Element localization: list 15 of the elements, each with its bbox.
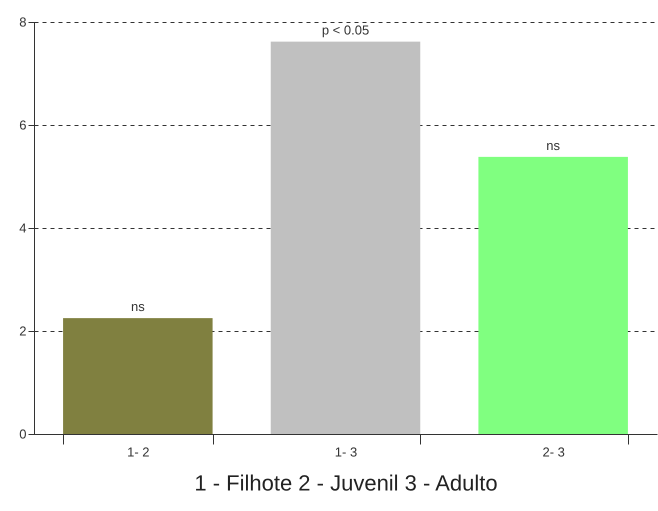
y-tick-label: 2 [19,324,26,338]
x-tick-label: 2- 3 [542,444,565,460]
y-tick-label: 6 [19,118,26,132]
x-tick-label: 1- 3 [334,444,358,460]
x-axis-title: 1 - Filhote 2 - Juvenil 3 - Adulto [194,470,498,496]
bar [63,318,213,434]
annotation: ns [130,299,146,314]
x-tick-label: 1- 2 [127,444,150,460]
annotation: p < 0.05 [322,22,370,38]
bar [270,42,420,434]
y-tick-label: 0 [19,426,26,442]
y-tick-label: 8 [19,14,26,30]
annotation: ns [546,138,561,153]
y-tick-label: 4 [19,220,26,236]
bar [478,156,628,434]
